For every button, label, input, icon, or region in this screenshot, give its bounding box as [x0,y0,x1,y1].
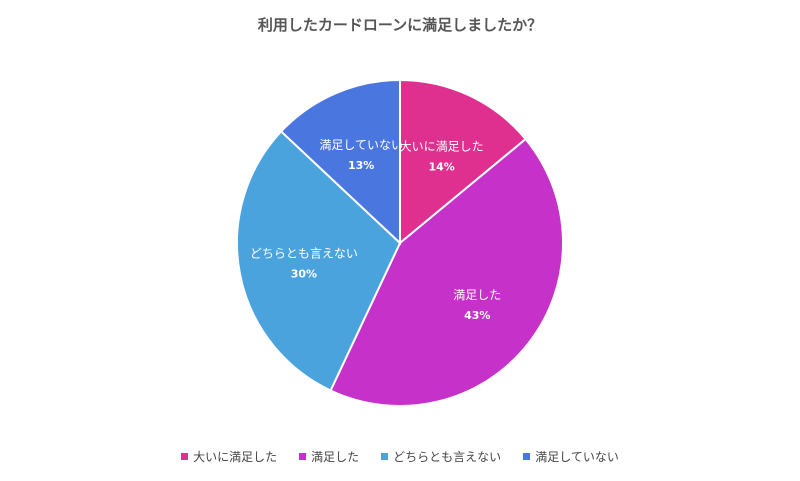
legend-item: 満足していない [523,448,619,465]
legend-label: 満足した [311,450,360,464]
legend-swatch [181,453,189,460]
slice-category-label: どちらとも言えない [250,246,358,260]
slice-value-label: 13% [348,159,374,172]
slice-category-label: 大いに満足した [400,140,484,154]
chart-legend: 大いに満足した 満足した どちらとも言えない 満足していない [0,448,800,465]
legend-label: どちらとも言えない [393,450,502,464]
legend-item: どちらとも言えない [381,448,501,465]
legend-swatch [299,453,307,460]
slice-category-label: 満足した [453,288,501,302]
pie-slice [399,78,528,246]
legend-swatch [523,453,531,460]
legend-label: 大いに満足した [193,450,278,464]
slice-value-label: 30% [291,267,317,280]
slice-value-label: 14% [428,161,454,174]
legend-swatch [381,453,389,460]
slice-value-label: 43% [464,309,490,322]
legend-item: 大いに満足した [181,448,277,465]
legend-item: 満足した [299,448,359,465]
pie-slice [236,130,402,392]
slice-category-label: 満足していない [319,138,403,152]
pie-slice [329,137,564,407]
chart-title: 利用したカードローンに満足しましたか？ [257,16,543,34]
legend-label: 満足していない [535,450,619,464]
pie-slice [279,78,401,246]
